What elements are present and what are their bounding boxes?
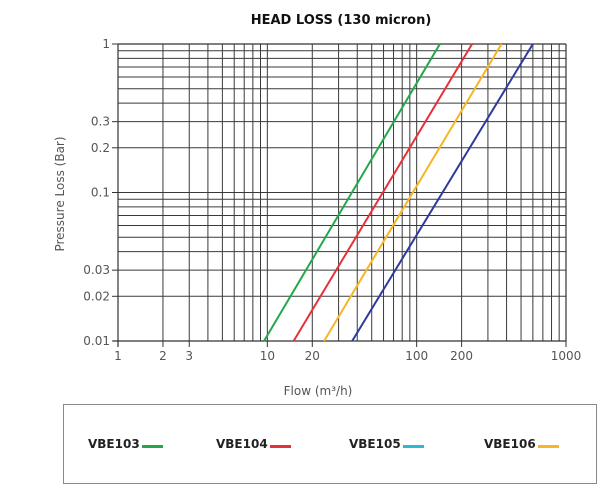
series-line-vbe104 [292,43,473,342]
axes [112,43,567,347]
y-tick-label: 0.1 [91,186,110,200]
series-lines [263,43,534,342]
x-tick-label: 20 [305,349,320,363]
series-line-vbe106 [351,43,534,342]
legend-label: VBE104 [216,437,268,451]
y-tick-label: 0.02 [83,289,110,303]
legend-item-vbe106: VBE106 [484,437,559,451]
legend-swatch [537,445,559,448]
x-tick-label: 200 [450,349,473,363]
grid-lines [118,44,566,341]
legend-label: VBE103 [88,437,140,451]
legend-swatch [141,445,163,448]
tick-labels: 1 2 3 10 20 100 200 1000 0.01 0.02 0.03 0.1 0.2 0.3 1 [83,37,581,363]
y-axis-label: Pressure Loss (Bar) [53,136,67,251]
head-loss-chart: HEAD LOSS (130 micron) 1 2 3 10 20 100 200 1000… [53,13,581,398]
x-tick-label: 2 [159,349,167,363]
y-tick-label: 0.03 [83,263,110,277]
x-tick-label: 3 [185,349,193,363]
y-tick-label: 0.2 [91,141,110,155]
x-tick-label: 1000 [551,349,582,363]
legend-label: VBE106 [484,437,536,451]
y-tick-label: 0.01 [83,334,110,348]
y-tick-label: 0.3 [91,115,110,129]
legend-swatch [269,445,291,448]
chart-title: HEAD LOSS (130 micron) [251,13,432,28]
legend-item-vbe104: VBE104 [216,437,291,451]
legend-swatch [402,445,424,448]
x-axis-label: Flow (m³/h) [284,384,353,398]
x-tick-label: 10 [260,349,275,363]
legend: VBE103 VBE104 VBE105 VBE106 [63,404,597,484]
y-tick-label: 1 [102,37,110,51]
legend-item-vbe103: VBE103 [88,437,163,451]
legend-item-vbe105: VBE105 [349,437,424,451]
series-line-vbe103 [263,43,441,342]
series-line-vbe105 [323,43,503,342]
x-tick-label: 100 [405,349,428,363]
x-tick-label: 1 [114,349,122,363]
legend-label: VBE105 [349,437,401,451]
